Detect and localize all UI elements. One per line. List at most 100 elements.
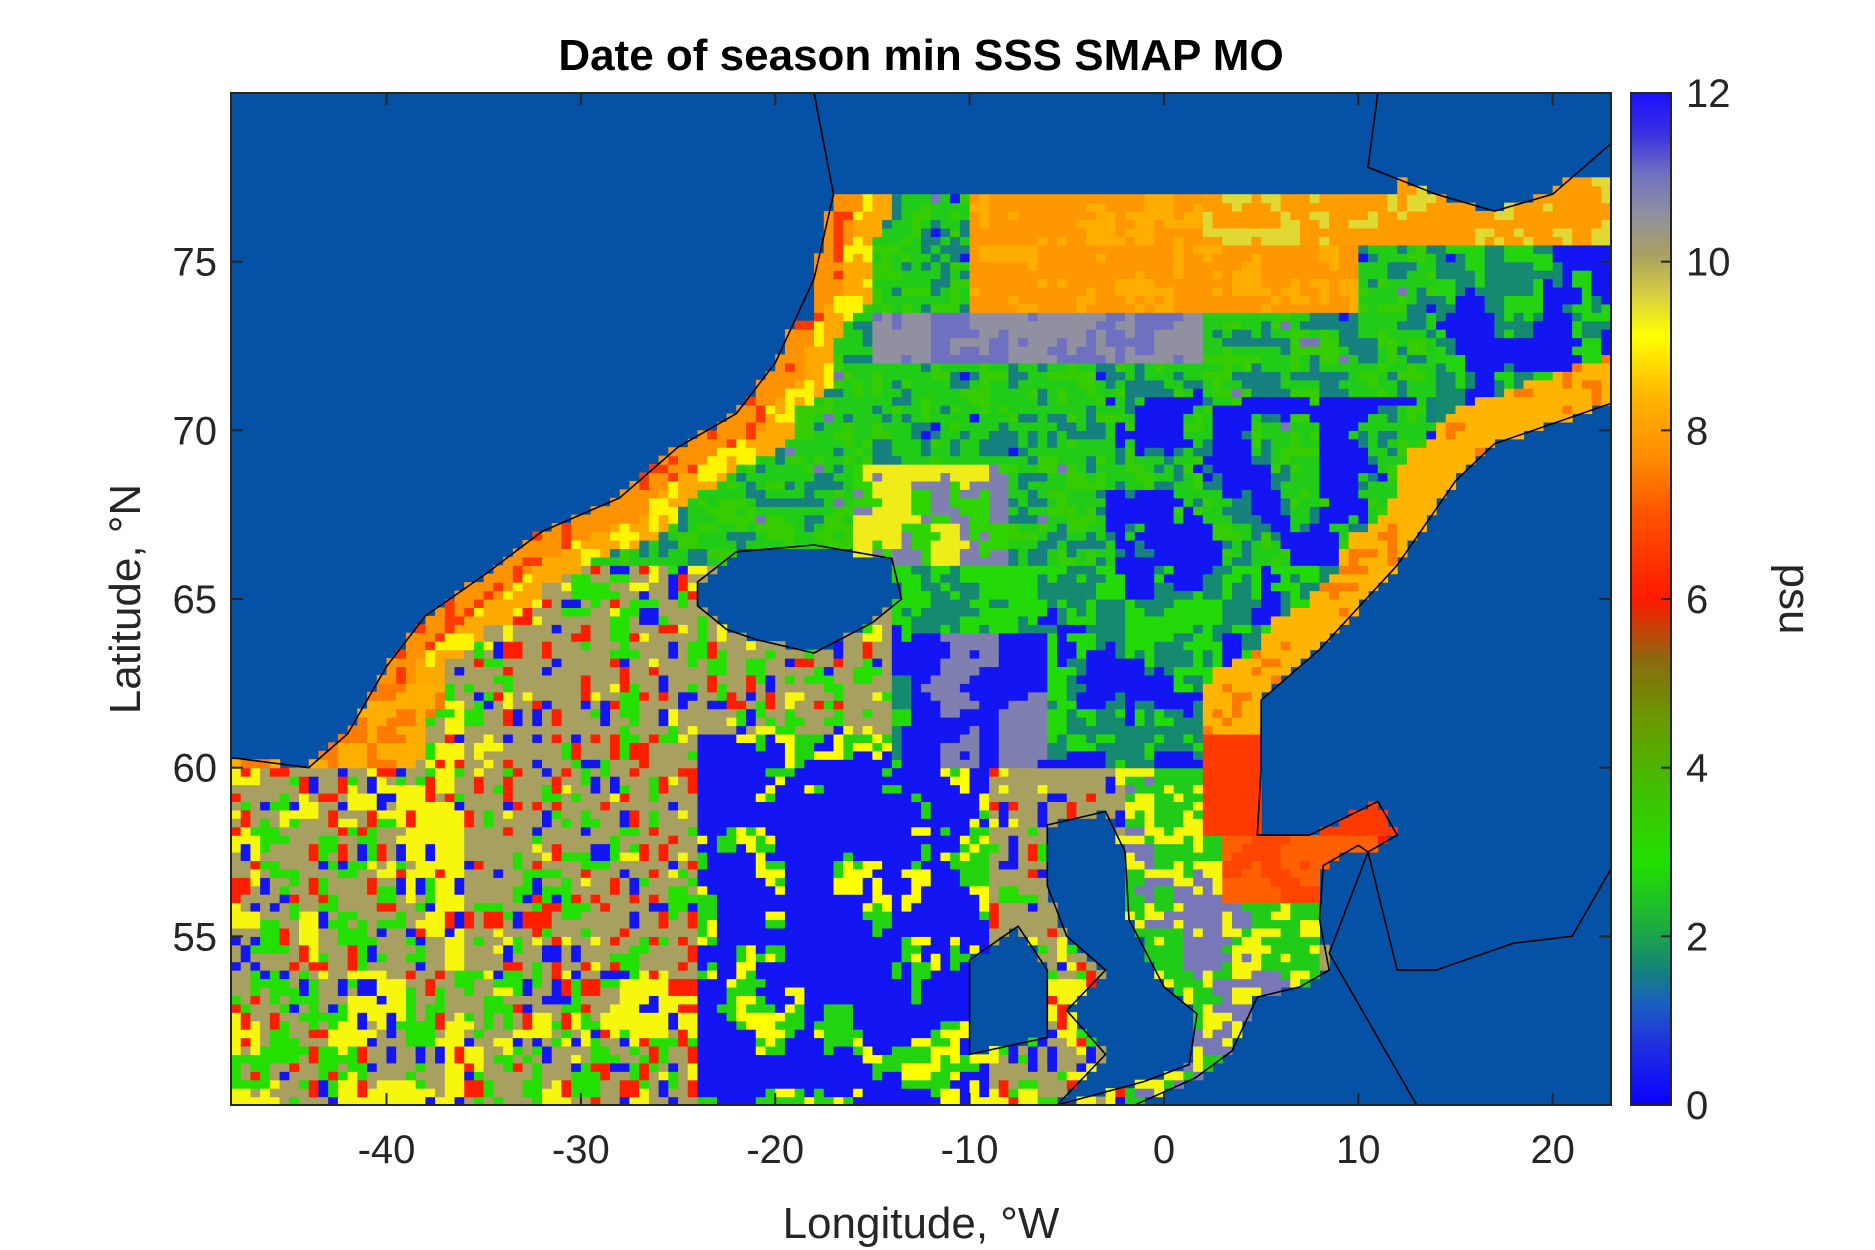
heatmap-cell [386,1071,397,1081]
heatmap-cell [483,700,494,710]
heatmap-cell [843,1062,854,1072]
heatmap-cell [551,548,563,558]
heatmap-cell [678,725,689,735]
heatmap-cell [473,1020,485,1030]
heatmap-cell [736,767,747,777]
heatmap-cell [901,683,912,693]
heatmap-cell [687,489,699,499]
heatmap-cell [590,632,601,642]
heatmap-cell [619,860,631,870]
heatmap-cell [814,1054,825,1064]
heatmap-cell [784,447,796,457]
heatmap-cell [571,1062,582,1072]
heatmap-cell [794,346,805,356]
heatmap-cell [610,658,621,668]
heatmap-cell [454,792,465,802]
heatmap-cell [444,1045,456,1055]
heatmap-cell [862,919,874,929]
heatmap-cell [707,708,718,718]
heatmap-cell [260,860,271,870]
heatmap-cell [405,860,417,870]
heatmap-cell [600,978,611,988]
heatmap-cell [610,531,621,541]
heatmap-cell [308,927,320,937]
heatmap-cell [930,792,942,802]
heatmap-cell [755,396,767,406]
heatmap-cell [464,953,475,963]
heatmap-cell [454,725,465,735]
heatmap-cell [347,742,358,752]
heatmap-cell [668,624,679,634]
heatmap-cell [804,725,815,735]
heatmap-cell [571,649,582,659]
heatmap-cell [668,683,679,693]
heatmap-cell [833,767,844,777]
heatmap-cell [386,953,397,963]
heatmap-cell [930,902,942,912]
heatmap-cell [367,759,378,769]
heatmap-cell [804,708,815,718]
heatmap-cell [367,986,378,996]
heatmap-cell [639,750,650,760]
heatmap-cell [454,674,465,684]
heatmap-cell [250,995,261,1005]
heatmap-cell [891,1003,903,1013]
heatmap-cell [405,961,417,971]
heatmap-cell [473,843,485,853]
heatmap-cell [833,354,844,364]
heatmap-cell [891,961,903,971]
heatmap-cell [891,607,903,617]
heatmap-cell [872,227,883,237]
heatmap-cell [746,396,757,406]
heatmap-cell [590,1029,601,1039]
heatmap-cell [571,700,582,710]
heatmap-cell [610,548,621,558]
heatmap-cell [697,792,708,802]
heatmap-cell [726,548,737,558]
heatmap-cell [872,970,883,980]
heatmap-cell [240,911,252,921]
heatmap-cell [852,674,864,684]
heatmap-cell [541,573,553,583]
heatmap-cell [804,531,815,541]
heatmap-cell [911,194,922,204]
heatmap-cell [804,759,815,769]
heatmap-cell [444,894,456,904]
heatmap-cell [678,666,689,676]
heatmap-cell [678,852,689,862]
heatmap-cell [425,1096,436,1105]
heatmap-cell [921,750,932,760]
heatmap-cell [269,784,281,794]
heatmap-cell [862,784,874,794]
heatmap-cell [687,1054,699,1064]
heatmap-cell [823,337,835,347]
heatmap-cell [600,784,611,794]
heatmap-cell [629,911,640,921]
heatmap-cell [697,809,708,819]
heatmap-cell [493,767,504,777]
heatmap-cell [571,885,582,895]
heatmap-cell [872,717,883,727]
heatmap-cell [551,1045,563,1055]
heatmap-cell [551,742,563,752]
heatmap-cell [493,599,504,609]
heatmap-cell [269,1020,281,1030]
heatmap-cell [454,818,465,828]
heatmap-cell [901,253,912,263]
heatmap-cell [231,868,242,878]
heatmap-cell [784,818,796,828]
heatmap-cell [260,843,271,853]
heatmap-cell [755,759,767,769]
heatmap-cell [318,860,329,870]
heatmap-cell [600,776,611,786]
heatmap-cell [473,944,485,954]
heatmap-cell [697,961,708,971]
heatmap-cell [872,278,883,288]
heatmap-cell [658,472,669,482]
heatmap-cell [852,953,864,963]
heatmap-cell [337,902,349,912]
heatmap-cell [794,818,805,828]
heatmap-cell [610,826,621,836]
heatmap-cell [561,776,572,786]
heatmap-cell [405,1079,417,1089]
